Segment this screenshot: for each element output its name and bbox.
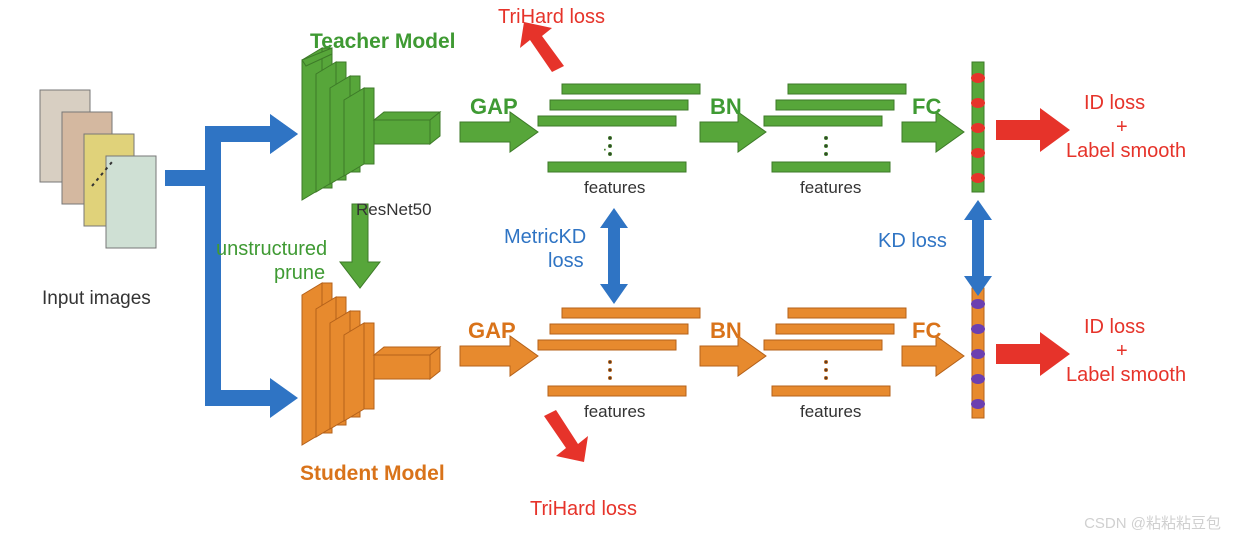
gap-student-label: GAP xyxy=(468,318,516,344)
kdloss-arrow xyxy=(964,200,992,296)
teacher-model-title: Teacher Model xyxy=(310,30,455,54)
idloss-arrow-student xyxy=(996,332,1070,376)
watermark-text: CSDN @粘粘粘豆包 xyxy=(1084,512,1221,533)
svg-text:.: . xyxy=(604,146,606,152)
student-model-title: Student Model xyxy=(300,462,445,486)
fc-student-label: FC xyxy=(912,318,941,344)
teacher-features-1: . xyxy=(538,84,700,172)
prune-label: prune xyxy=(274,262,325,285)
teacher-3d-block xyxy=(302,48,440,200)
metrickd-arrow xyxy=(600,208,628,304)
idloss-arrow-teacher xyxy=(996,108,1070,152)
trihard-top-label: TriHard loss xyxy=(498,6,605,29)
fc-teacher-label: FC xyxy=(912,94,941,120)
labelsmooth-s-label: Label smooth xyxy=(1066,364,1186,387)
metrickd-label-2: loss xyxy=(548,250,584,273)
plus-t-label: + xyxy=(1116,116,1128,139)
gap-teacher-label: GAP xyxy=(470,94,518,120)
metrickd-label-1: MetricKD xyxy=(504,226,586,249)
trihard-arrow-top xyxy=(520,22,564,72)
idloss-s-label: ID loss xyxy=(1084,316,1145,339)
trihard-bottom-label: TriHard loss xyxy=(530,498,637,521)
features-t2-label: features xyxy=(800,178,861,198)
trihard-arrow-bottom xyxy=(544,410,588,462)
input-image-stack xyxy=(40,90,156,248)
student-features-2 xyxy=(764,308,906,396)
plus-s-label: + xyxy=(1116,340,1128,363)
input-images-label: Input images xyxy=(42,288,151,310)
features-s2-label: features xyxy=(800,402,861,422)
resnet-label: ResNet50 xyxy=(356,200,432,220)
diagram-canvas: . xyxy=(0,0,1233,541)
kdloss-label: KD loss xyxy=(878,230,947,253)
features-s1-label: features xyxy=(584,402,645,422)
unstructured-label: unstructured xyxy=(216,238,327,261)
student-3d-block xyxy=(302,283,440,445)
teacher-features-2 xyxy=(764,84,906,172)
bn-student-label: BN xyxy=(710,318,742,344)
student-features-1 xyxy=(538,308,700,396)
student-output-bar xyxy=(971,288,985,418)
teacher-output-bar xyxy=(971,62,985,192)
features-t1-label: features xyxy=(584,178,645,198)
labelsmooth-t-label: Label smooth xyxy=(1066,140,1186,163)
idloss-t-label: ID loss xyxy=(1084,92,1145,115)
bn-teacher-label: BN xyxy=(710,94,742,120)
